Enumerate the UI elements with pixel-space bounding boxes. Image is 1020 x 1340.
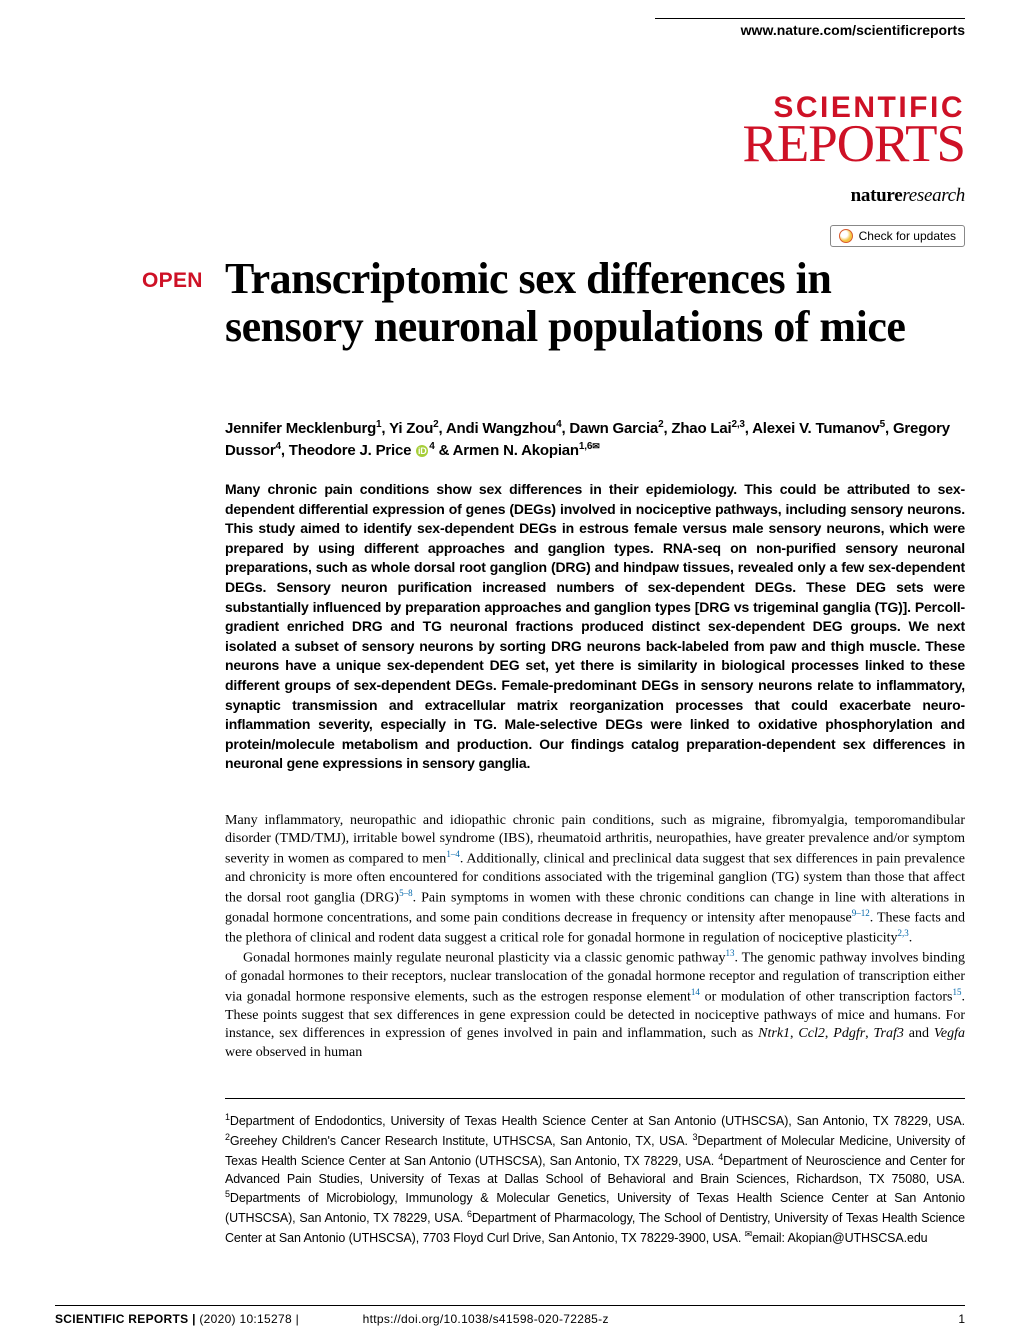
check-updates-button[interactable]: Check for updates	[830, 225, 965, 247]
nature-research-brand: natureresearch	[851, 185, 965, 207]
footer-journal: SCIENTIFIC REPORTS	[55, 1312, 188, 1326]
journal-logo: SCIENTIFIC REPORTS	[743, 94, 966, 169]
header-url: www.nature.com/scientificreports	[655, 18, 965, 38]
crossmark-icon	[839, 229, 853, 243]
footer-citation: (2020) 10:15278	[199, 1312, 292, 1326]
intro-para-1: Many inflammatory, neuropathic and idiop…	[225, 812, 965, 948]
body-text: Many inflammatory, neuropathic and idiop…	[225, 812, 965, 1062]
nature-brand-bold: nature	[851, 185, 903, 206]
journal-logo-line2: REPORTS	[743, 121, 966, 169]
page-number: 1	[958, 1312, 965, 1326]
open-access-badge: OPEN	[142, 269, 203, 293]
abstract: Many chronic pain conditions show sex di…	[225, 480, 965, 774]
affiliations: 1Department of Endodontics, University o…	[225, 1098, 965, 1248]
footer-left: SCIENTIFIC REPORTS | (2020) 10:15278 | h…	[55, 1312, 609, 1326]
author-list: Jennifer Mecklenburg1, Yi Zou2, Andi Wan…	[225, 418, 965, 462]
footer-divider-2: |	[296, 1312, 303, 1326]
intro-para-2: Gonadal hormones mainly regulate neurona…	[225, 948, 965, 1062]
page-footer: SCIENTIFIC REPORTS | (2020) 10:15278 | h…	[55, 1305, 965, 1326]
article-title: Transcriptomic sex differences in sensor…	[225, 255, 965, 352]
check-updates-label: Check for updates	[859, 229, 956, 243]
footer-doi[interactable]: https://doi.org/10.1038/s41598-020-72285…	[363, 1312, 609, 1326]
nature-brand-rest: research	[902, 185, 965, 206]
